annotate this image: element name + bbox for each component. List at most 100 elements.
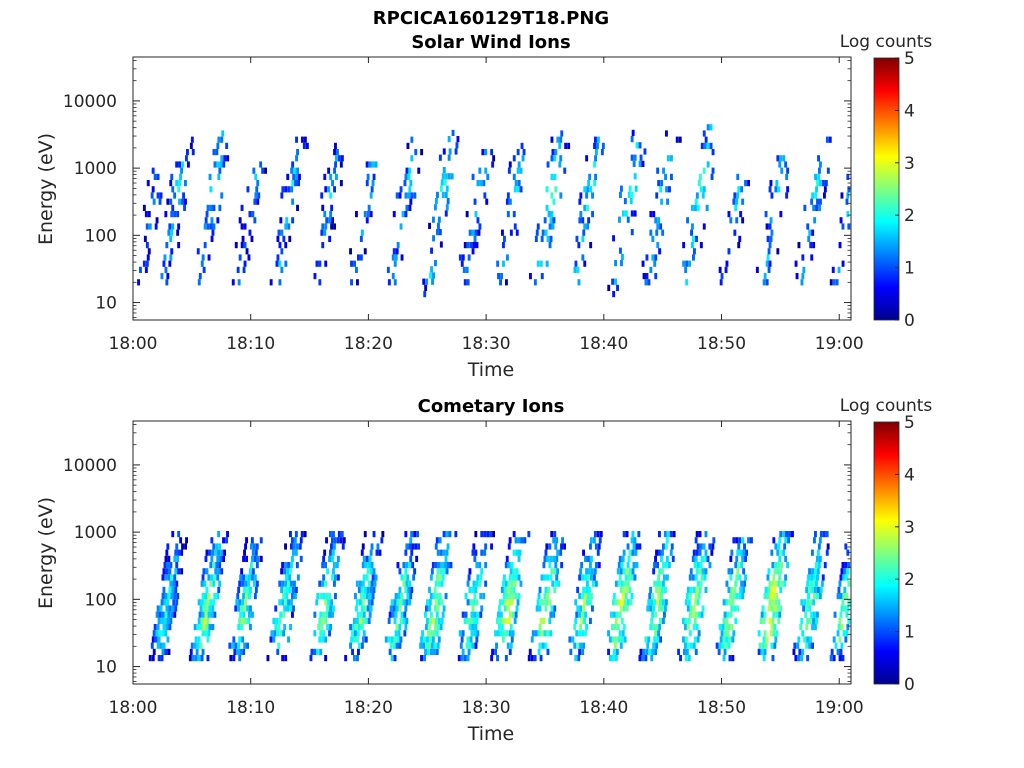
spectrogram-cell xyxy=(430,568,434,575)
spectrogram-cell xyxy=(618,216,621,223)
spectrogram-cell xyxy=(547,586,551,593)
spectrogram-cell xyxy=(735,537,739,544)
spectrogram-cell xyxy=(508,648,512,655)
spectrogram-cell xyxy=(695,586,699,593)
spectrogram-cell xyxy=(844,562,848,569)
spectrogram-cell xyxy=(725,580,729,587)
spectrogram-cell xyxy=(779,155,783,162)
spectrogram-cell xyxy=(159,605,163,612)
spectrogram-cell xyxy=(736,549,740,556)
spectrogram-cell xyxy=(360,229,364,236)
spectrogram-cell xyxy=(390,599,394,606)
spectrogram-cell xyxy=(649,211,653,218)
spectrogram-cell xyxy=(472,543,476,550)
spectrogram-cell xyxy=(840,642,844,649)
spectrogram-cell xyxy=(513,223,517,230)
spectrogram-cell xyxy=(466,636,470,643)
spectrogram-cell xyxy=(203,242,207,249)
spectrogram-cell xyxy=(544,229,548,236)
spectrogram-cell xyxy=(518,549,522,556)
spectrogram-cell xyxy=(302,142,306,149)
spectrogram-cell xyxy=(164,630,168,637)
spectrogram-cell xyxy=(358,617,362,624)
spectrogram-cell xyxy=(657,593,660,600)
spectrogram-cell xyxy=(769,180,773,187)
spectrogram-cell xyxy=(276,254,280,261)
spectrogram-cell xyxy=(155,611,159,618)
colorbar-tick-label: 0 xyxy=(904,311,915,331)
spectrogram-cell xyxy=(434,260,437,267)
spectrogram-cell xyxy=(393,636,397,643)
spectrogram-cell xyxy=(368,555,372,562)
spectrogram-cell xyxy=(612,655,615,662)
spectrogram-cell xyxy=(217,586,221,593)
spectrogram-cell xyxy=(283,586,287,593)
spectrogram-cell xyxy=(739,549,743,556)
spectrogram-cell xyxy=(686,624,690,631)
spectrogram-cell xyxy=(814,531,817,538)
spectrogram-cell xyxy=(368,161,372,168)
spectrogram-cell xyxy=(825,136,829,143)
spectrogram-cell xyxy=(651,648,655,655)
spectrogram-cell xyxy=(335,173,338,180)
spectrogram-cell xyxy=(517,555,521,562)
spectrogram-cell xyxy=(806,655,810,662)
spectrogram-cell xyxy=(180,549,184,556)
spectrogram-cell xyxy=(624,210,628,217)
spectrogram-cell xyxy=(190,642,194,649)
spectrogram-cell xyxy=(743,543,746,550)
spectrogram-cell xyxy=(837,266,841,273)
spectrogram-cell xyxy=(237,279,241,286)
spectrogram-cell xyxy=(387,279,391,286)
spectrogram-cell xyxy=(167,555,171,562)
spectrogram-cell xyxy=(597,543,601,550)
spectrogram-cell xyxy=(440,599,444,606)
spectrogram-cell xyxy=(838,636,842,643)
spectrogram-cell xyxy=(667,562,671,569)
spectrogram-cell xyxy=(592,537,596,544)
spectrogram-cell xyxy=(484,562,488,569)
spectrogram-cell xyxy=(542,599,546,606)
spectrogram-cell xyxy=(404,211,408,218)
spectrogram-cell xyxy=(578,611,582,618)
spectrogram-cell xyxy=(612,291,616,298)
spectrogram-cell xyxy=(658,568,661,575)
spectrogram-cell xyxy=(777,186,781,193)
spectrogram-cell xyxy=(574,655,578,662)
spectrogram-cell xyxy=(560,543,563,550)
spectrogram-cell xyxy=(693,617,697,624)
spectrogram-cell xyxy=(197,279,201,286)
spectrogram-cell xyxy=(164,266,168,273)
spectrogram-cell xyxy=(813,574,816,581)
spectrogram-cell xyxy=(161,593,165,600)
spectrogram-cell xyxy=(663,611,666,618)
spectrogram-cell xyxy=(409,180,413,187)
spectrogram-cell xyxy=(813,217,817,224)
spectrogram-cell xyxy=(803,204,807,211)
spectrogram-cell xyxy=(202,605,206,612)
spectrogram-cell xyxy=(204,217,208,224)
spectrogram-cell xyxy=(281,580,285,587)
spectrogram-cell xyxy=(242,611,246,618)
spectrogram-cell xyxy=(474,624,478,631)
spectrogram-cell xyxy=(193,624,197,631)
spectrogram-cell xyxy=(744,574,747,581)
spectrogram-cell xyxy=(505,630,509,637)
spectrogram-cell xyxy=(333,149,336,156)
spectrogram-cell xyxy=(220,136,224,143)
x-axis-label-cometary: Time xyxy=(467,723,515,745)
spectrogram-cell xyxy=(644,655,648,662)
spectrogram-cell xyxy=(203,617,207,624)
spectrogram-cell xyxy=(843,568,847,575)
spectrogram-cell xyxy=(574,617,578,624)
spectrogram-cell xyxy=(563,543,566,550)
spectrogram-cell xyxy=(620,636,624,643)
spectrogram-cell xyxy=(654,611,658,618)
spectrogram-cell xyxy=(589,617,592,624)
spectrogram-cell xyxy=(828,136,832,143)
spectrogram-cell xyxy=(607,630,610,637)
spectrogram-cell xyxy=(375,549,379,556)
spectrogram-cell xyxy=(323,173,327,180)
spectrogram-cell xyxy=(554,186,558,193)
spectrogram-cell xyxy=(176,593,180,600)
